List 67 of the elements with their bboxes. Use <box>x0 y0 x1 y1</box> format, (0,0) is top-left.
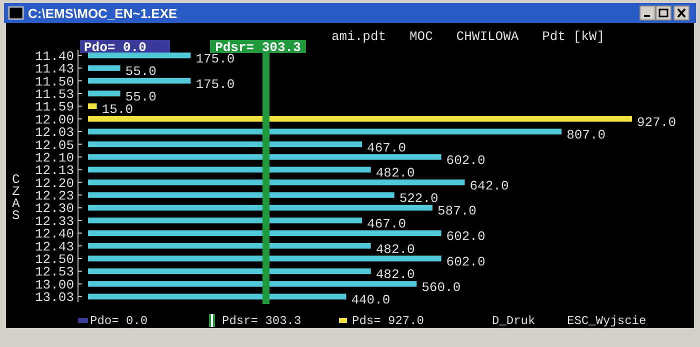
y-tick-label: 12.40 <box>34 226 74 242</box>
data-label: 522.0 <box>399 191 438 206</box>
y-tick-label: 12.30 <box>34 201 74 216</box>
bar <box>88 230 442 236</box>
y-axis-title: CZAS <box>12 172 20 223</box>
text: ESC_Wyjscie <box>567 314 646 328</box>
y-tick-label: 11.40 <box>34 48 74 64</box>
bar <box>88 103 97 110</box>
chart-title: ami.pdt MOC CHWILOWA Pdt [kW] <box>331 29 605 44</box>
data-label: 602.0 <box>446 152 486 168</box>
bar <box>88 141 362 148</box>
y-tick-label: 12.23 <box>34 188 74 204</box>
bar <box>88 242 371 249</box>
data-label: 927.0 <box>637 114 676 130</box>
data-label: 602.0 <box>446 254 486 270</box>
data-label: 15.0 <box>102 102 134 118</box>
data-label: 642.0 <box>470 178 509 194</box>
data-label: 602.0 <box>446 229 486 244</box>
y-tick-label: 13.00 <box>34 277 74 292</box>
text: Pds= 927.0 <box>352 314 424 328</box>
y-tick-label: 12.43 <box>34 239 74 254</box>
bar <box>88 128 562 134</box>
y-tick-label: 11.53 <box>34 86 74 102</box>
text: C:\EMS\MOC_EN~1.EXE <box>28 6 178 21</box>
bar <box>88 268 371 274</box>
y-tick-label: 11.43 <box>34 62 74 77</box>
annotation: Pdo= 0.0 <box>84 40 147 55</box>
bar <box>88 154 442 160</box>
bar <box>88 90 120 96</box>
y-tick-label: 12.20 <box>34 176 74 191</box>
data-label: 467.0 <box>367 140 406 156</box>
bar <box>88 281 417 287</box>
y-tick-label: 12.05 <box>34 138 74 153</box>
data-label: 482.0 <box>376 267 415 282</box>
data-label: 587.0 <box>437 204 476 219</box>
bar <box>88 204 432 211</box>
bar <box>88 116 632 122</box>
data-label: 440.0 <box>351 292 390 308</box>
y-tick-label: 12.53 <box>34 264 74 280</box>
y-tick-label: 11.50 <box>34 74 74 90</box>
data-label: 560.0 <box>422 280 461 295</box>
bar <box>88 179 465 186</box>
data-label: 55.0 <box>125 64 156 80</box>
y-tick-label: 12.03 <box>34 125 74 140</box>
y-tick-label: 13.03 <box>34 290 74 306</box>
y-tick-label: 11.59 <box>34 100 74 115</box>
bar <box>88 294 346 300</box>
text: Pdsr= 303.3 <box>222 314 302 328</box>
data-label: 467.0 <box>367 216 406 232</box>
y-tick-label: 12.10 <box>34 150 74 166</box>
bar <box>88 166 371 173</box>
text: Pdo= 0.0 <box>90 314 148 328</box>
y-tick-label: 12.50 <box>34 252 74 268</box>
text: D_Druk <box>492 314 536 328</box>
data-label: 175.0 <box>196 76 235 92</box>
y-tick-label: 12.13 <box>34 163 74 178</box>
bar <box>88 65 120 71</box>
y-tick-label: 12.33 <box>34 214 74 229</box>
y-tick-label: 12.00 <box>34 112 74 128</box>
bar <box>88 218 362 224</box>
data-label: 55.0 <box>125 89 156 104</box>
bar <box>88 192 394 198</box>
bar <box>88 78 191 84</box>
bar <box>88 256 442 262</box>
data-label: 807.0 <box>566 128 606 143</box>
data-label: 482.0 <box>376 242 415 257</box>
data-label: 482.0 <box>376 166 415 181</box>
